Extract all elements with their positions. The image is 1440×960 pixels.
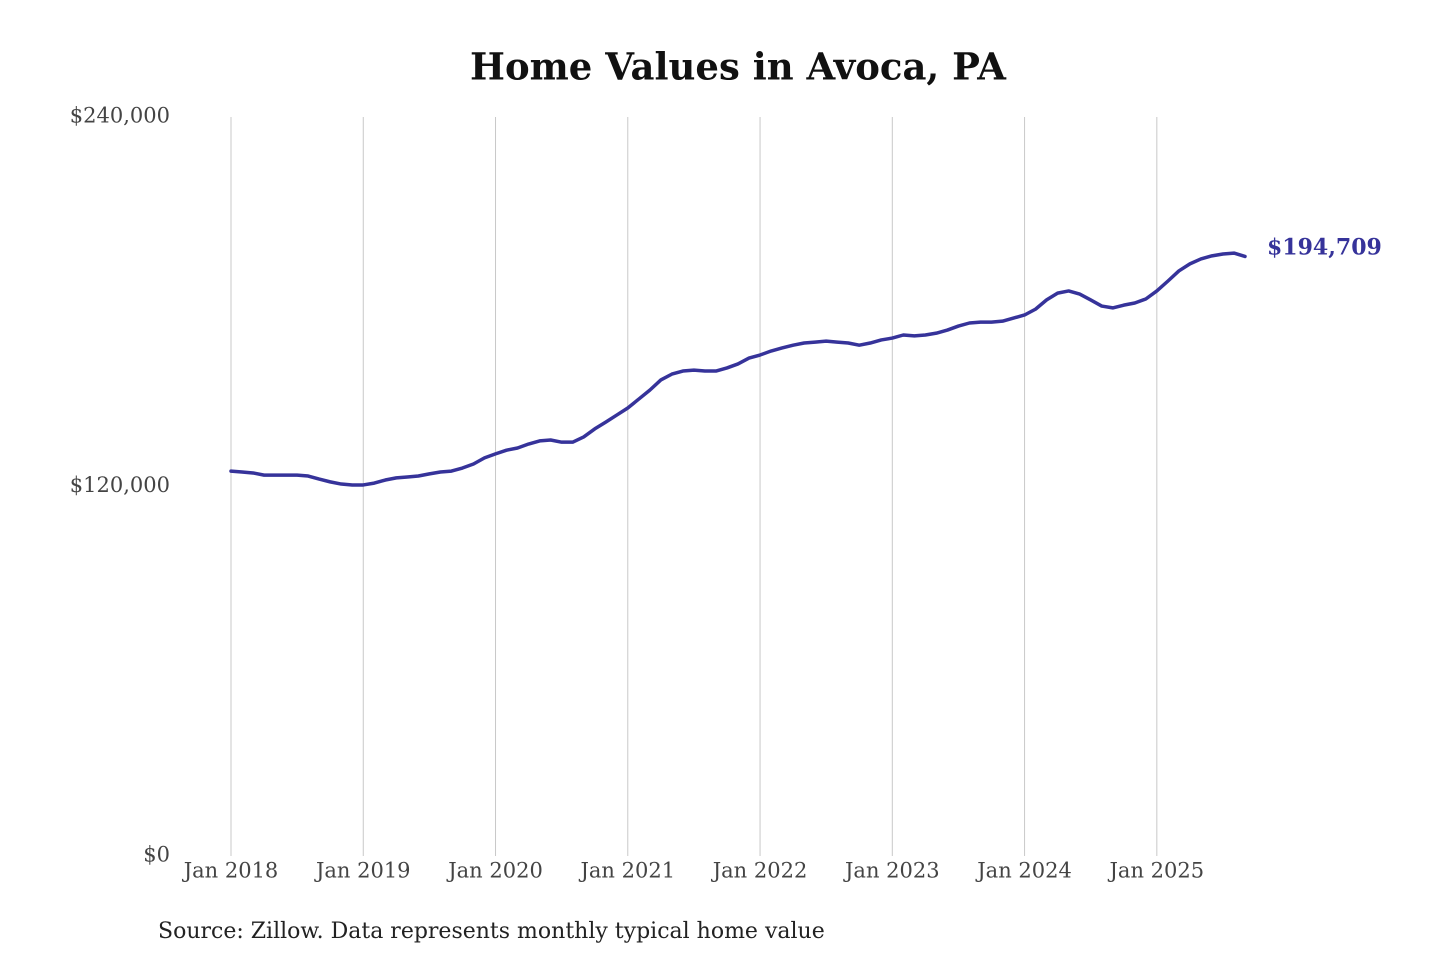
x-tick-label: Jan 2023 (843, 859, 940, 883)
chart-title: Home Values in Avoca, PA (470, 45, 1007, 89)
x-tick-label: Jan 2019 (314, 859, 411, 883)
y-tick-label: $0 (143, 843, 170, 867)
x-tick-label: Jan 2022 (711, 859, 808, 883)
value-label: $194,709 (1267, 234, 1382, 260)
y-tick-label: $240,000 (70, 104, 170, 128)
x-tick-label: Jan 2018 (182, 859, 279, 883)
x-tick-label: Jan 2021 (578, 859, 675, 883)
x-tick-label: Jan 2025 (1108, 859, 1205, 883)
y-tick-label: $120,000 (70, 473, 170, 497)
source-note: Source: Zillow. Data represents monthly … (158, 919, 825, 944)
line (229, 251, 1247, 487)
x-tick-label: Jan 2024 (975, 859, 1072, 883)
x-tick-label: Jan 2020 (446, 859, 543, 883)
